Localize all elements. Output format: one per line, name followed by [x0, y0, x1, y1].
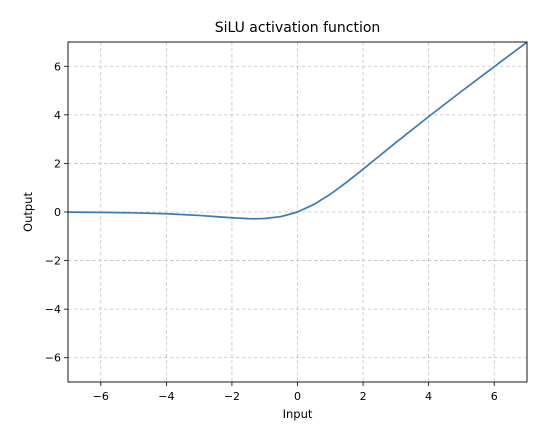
x-tick-label: −6	[93, 390, 109, 403]
chart-title: SiLU activation function	[215, 20, 381, 36]
x-axis-ticks: −6 −4 −2 0 2 4 6	[93, 382, 498, 403]
y-axis-label: Output	[21, 192, 35, 232]
y-tick-label: −6	[45, 352, 61, 365]
x-tick-label: 0	[294, 390, 301, 403]
y-tick-label: 4	[54, 109, 61, 122]
x-tick-label: −2	[224, 390, 240, 403]
plot-series	[67, 41, 528, 220]
y-axis-ticks: −6 −4 −2 0 2 4 6	[45, 60, 68, 365]
x-tick-label: 4	[425, 390, 432, 403]
y-tick-label: 0	[54, 206, 61, 219]
y-tick-label: 6	[54, 60, 61, 73]
x-axis-label: Input	[283, 407, 313, 421]
x-tick-label: −4	[158, 390, 174, 403]
silu-curve	[67, 41, 528, 220]
x-tick-label: 2	[360, 390, 367, 403]
y-tick-label: −2	[45, 255, 61, 268]
x-tick-label: 6	[491, 390, 498, 403]
y-tick-label: −4	[45, 303, 61, 316]
grid	[68, 42, 527, 382]
y-tick-label: 2	[54, 157, 61, 170]
